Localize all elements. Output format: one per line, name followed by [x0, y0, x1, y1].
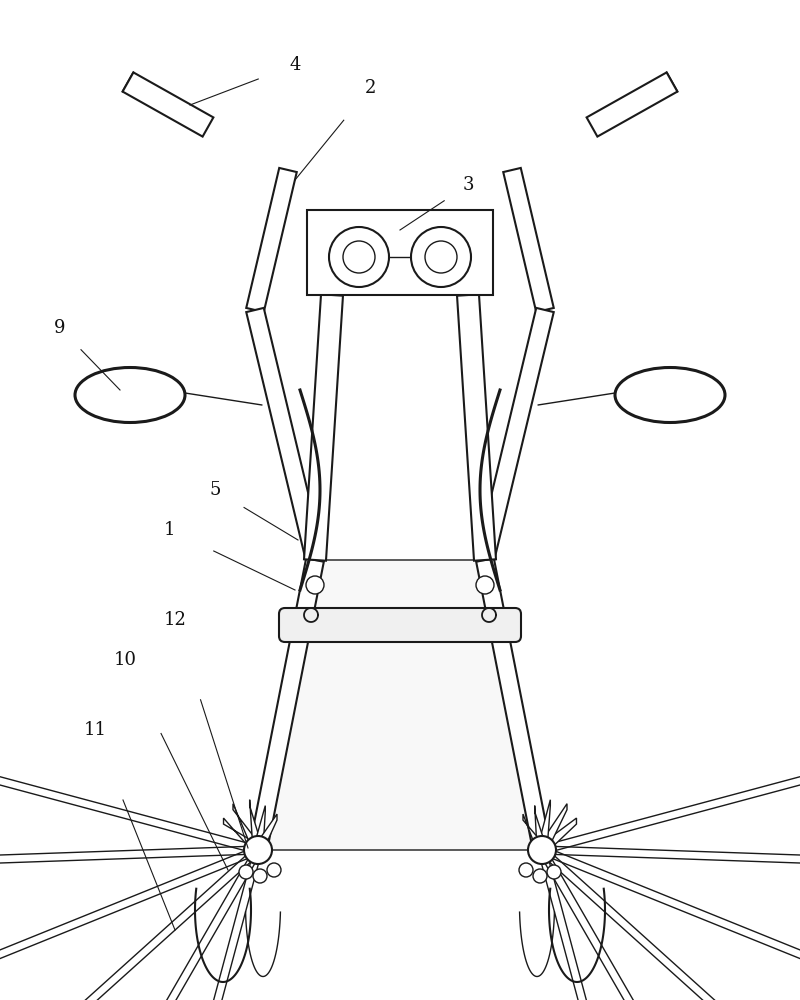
Polygon shape [538, 818, 577, 854]
Polygon shape [223, 818, 262, 854]
Text: 5: 5 [210, 481, 221, 499]
Text: 2: 2 [364, 79, 376, 97]
Circle shape [239, 865, 253, 879]
Text: 10: 10 [114, 651, 137, 669]
Polygon shape [523, 814, 546, 852]
Circle shape [329, 227, 389, 287]
Polygon shape [122, 72, 214, 137]
Text: 12: 12 [163, 611, 186, 629]
Polygon shape [586, 72, 678, 137]
Text: 1: 1 [164, 521, 176, 539]
Circle shape [411, 227, 471, 287]
Polygon shape [250, 800, 263, 851]
Ellipse shape [75, 367, 185, 422]
Polygon shape [249, 558, 324, 852]
Ellipse shape [615, 367, 725, 422]
Text: 4: 4 [290, 56, 301, 74]
Circle shape [267, 863, 281, 877]
Polygon shape [476, 558, 551, 852]
Polygon shape [537, 800, 550, 851]
Polygon shape [246, 308, 324, 562]
Circle shape [306, 576, 324, 594]
Polygon shape [534, 806, 547, 851]
Circle shape [425, 241, 457, 273]
Circle shape [476, 576, 494, 594]
Circle shape [253, 869, 267, 883]
Polygon shape [538, 804, 567, 852]
Polygon shape [253, 806, 266, 851]
Text: 9: 9 [54, 319, 66, 337]
Circle shape [547, 865, 561, 879]
Text: 3: 3 [462, 176, 474, 194]
Polygon shape [254, 814, 277, 852]
Polygon shape [476, 308, 554, 562]
Polygon shape [304, 294, 343, 561]
Polygon shape [246, 168, 297, 312]
FancyBboxPatch shape [279, 608, 521, 642]
Polygon shape [233, 804, 262, 852]
Polygon shape [250, 560, 550, 850]
Text: 11: 11 [83, 721, 106, 739]
Circle shape [533, 869, 547, 883]
Polygon shape [503, 168, 554, 312]
Circle shape [244, 836, 272, 864]
Circle shape [343, 241, 375, 273]
Polygon shape [457, 294, 496, 561]
Circle shape [528, 836, 556, 864]
Circle shape [519, 863, 533, 877]
Bar [307, 210, 493, 295]
